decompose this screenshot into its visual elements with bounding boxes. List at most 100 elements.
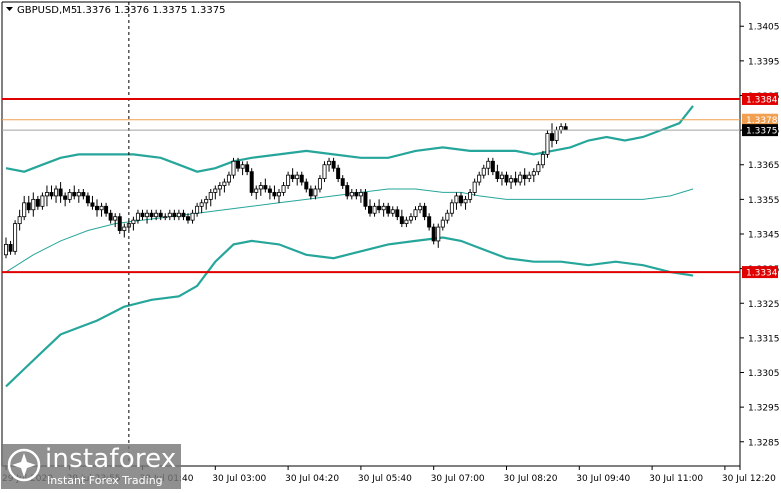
price-tick-label: 1.3315 bbox=[748, 334, 780, 344]
candle-body bbox=[104, 205, 109, 214]
candle bbox=[563, 123, 568, 131]
candle bbox=[249, 168, 254, 196]
candle bbox=[140, 209, 145, 221]
candle bbox=[90, 195, 95, 210]
candle-body bbox=[495, 171, 500, 179]
candle-body bbox=[427, 216, 432, 228]
candle bbox=[404, 216, 409, 228]
candle bbox=[449, 199, 454, 217]
candle bbox=[208, 188, 213, 207]
candle bbox=[154, 209, 159, 221]
candle-body bbox=[108, 212, 113, 221]
candle-body bbox=[90, 202, 95, 207]
candle bbox=[31, 192, 36, 217]
level-price-tag-label: 1.3334 bbox=[746, 269, 778, 279]
chart-frame bbox=[1, 1, 741, 470]
candle-body bbox=[95, 205, 100, 211]
candle-body bbox=[67, 192, 72, 200]
candle bbox=[122, 223, 127, 238]
candle bbox=[72, 185, 77, 200]
candle bbox=[458, 192, 463, 207]
candle bbox=[499, 171, 504, 186]
candle bbox=[281, 182, 286, 196]
candle bbox=[213, 185, 218, 200]
candle bbox=[504, 171, 509, 186]
candle bbox=[381, 202, 386, 217]
candle bbox=[286, 171, 291, 189]
candle-body bbox=[386, 205, 391, 214]
candle-body bbox=[245, 164, 250, 173]
candle bbox=[13, 220, 18, 255]
candle-body bbox=[145, 212, 150, 218]
instaforex-watermark: instaforex Instant Forex Trading bbox=[1, 444, 181, 489]
candle-body bbox=[336, 167, 341, 179]
candle-body bbox=[31, 198, 36, 211]
symbol-dropdown-icon[interactable] bbox=[6, 7, 13, 11]
candle-body bbox=[40, 195, 45, 207]
candle-body bbox=[213, 188, 218, 193]
chart-header: GBPUSD,M5 1.3376 1.3376 1.3375 1.3375 bbox=[6, 5, 226, 16]
candle bbox=[40, 192, 45, 210]
price-tick-label: 1.3405 bbox=[748, 23, 780, 33]
candle-body bbox=[13, 223, 18, 252]
candle bbox=[322, 161, 327, 183]
candle-body bbox=[418, 205, 423, 211]
candle-body bbox=[322, 164, 327, 179]
candle bbox=[58, 182, 63, 203]
candle bbox=[472, 178, 477, 196]
candle-body bbox=[358, 192, 363, 197]
candle-body bbox=[367, 205, 372, 214]
candle bbox=[495, 164, 500, 183]
time-tick-label: 30 Jul 11:00 bbox=[649, 474, 703, 484]
candle-body bbox=[499, 174, 504, 179]
candle-body bbox=[354, 192, 359, 197]
candle bbox=[395, 206, 400, 221]
candle bbox=[267, 185, 272, 200]
candle-body bbox=[431, 226, 436, 242]
candle-body bbox=[531, 171, 536, 176]
candle-body bbox=[199, 202, 204, 207]
candle-body bbox=[559, 126, 564, 131]
bollinger-upper-line bbox=[5, 105, 694, 173]
candle bbox=[454, 192, 459, 210]
time-tick-label: 30 Jul 04:20 bbox=[285, 474, 339, 484]
candle bbox=[226, 171, 231, 186]
candle-body bbox=[185, 216, 190, 221]
candle-body bbox=[504, 174, 509, 183]
candle-body bbox=[390, 209, 395, 214]
candle-body bbox=[490, 160, 495, 173]
candle-body bbox=[240, 164, 245, 169]
candle-body bbox=[222, 181, 227, 186]
candle bbox=[104, 202, 109, 217]
candle bbox=[231, 157, 236, 179]
candle-body bbox=[17, 216, 22, 225]
candle bbox=[527, 171, 532, 183]
candle bbox=[554, 126, 559, 144]
candle bbox=[418, 202, 423, 214]
horizontal-levels[interactable] bbox=[2, 2, 740, 466]
candle-body bbox=[140, 212, 145, 218]
ask-price-tag-label: 1.3378 bbox=[746, 116, 778, 126]
candle bbox=[431, 223, 436, 245]
candles bbox=[4, 123, 568, 259]
candle bbox=[408, 213, 413, 224]
candle-body bbox=[340, 178, 345, 186]
candle-body bbox=[85, 195, 90, 204]
candle-body bbox=[304, 181, 309, 190]
candle-body bbox=[263, 185, 268, 190]
candle-body bbox=[208, 192, 213, 200]
candle bbox=[236, 157, 241, 172]
candle bbox=[135, 209, 140, 224]
candle bbox=[486, 157, 491, 176]
candle-body bbox=[454, 195, 459, 204]
ohlc-quote: 1.3376 1.3376 1.3375 1.3375 bbox=[76, 5, 226, 16]
candle-body bbox=[172, 212, 177, 218]
candle bbox=[163, 213, 168, 221]
level-price-tag-label: 1.3384 bbox=[746, 95, 778, 105]
candle-body bbox=[295, 174, 300, 179]
time-tick-label: 30 Jul 09:40 bbox=[576, 474, 630, 484]
bid-price-tag-label: 1.3375 bbox=[746, 127, 778, 137]
candle bbox=[254, 185, 259, 200]
